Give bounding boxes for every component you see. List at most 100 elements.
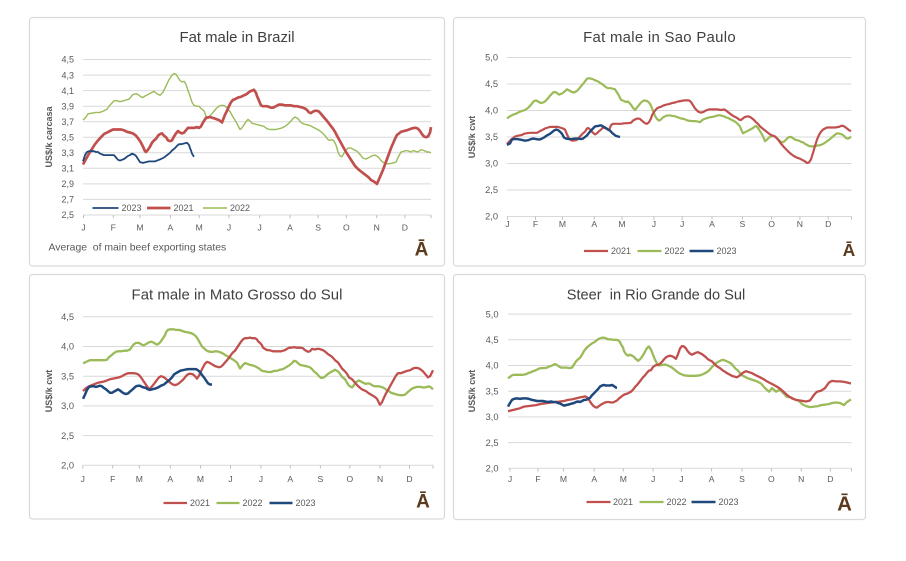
svg-text:2,9: 2,9 bbox=[61, 179, 74, 189]
svg-text:2,0: 2,0 bbox=[61, 461, 74, 471]
svg-text:3,5: 3,5 bbox=[486, 386, 499, 396]
svg-text:J: J bbox=[257, 223, 261, 233]
svg-text:M: M bbox=[136, 474, 143, 484]
svg-text:J: J bbox=[508, 474, 512, 484]
svg-text:S: S bbox=[318, 474, 324, 484]
svg-text:J: J bbox=[679, 474, 683, 484]
svg-text:J: J bbox=[81, 223, 85, 233]
svg-text:F: F bbox=[111, 223, 116, 233]
svg-text:2022: 2022 bbox=[665, 246, 685, 256]
svg-text:O: O bbox=[768, 219, 775, 229]
svg-text:2022: 2022 bbox=[230, 203, 250, 213]
svg-text:F: F bbox=[535, 474, 540, 484]
svg-text:5,0: 5,0 bbox=[485, 53, 498, 63]
svg-text:A: A bbox=[168, 223, 174, 233]
svg-text:A: A bbox=[591, 474, 597, 484]
svg-text:F: F bbox=[533, 219, 538, 229]
svg-text:O: O bbox=[346, 474, 353, 484]
svg-text:D: D bbox=[402, 223, 408, 233]
svg-text:O: O bbox=[343, 223, 350, 233]
svg-text:4,5: 4,5 bbox=[61, 55, 74, 65]
svg-text:2,0: 2,0 bbox=[485, 212, 498, 222]
svg-text:2022: 2022 bbox=[243, 498, 263, 508]
svg-text:M: M bbox=[136, 223, 143, 233]
svg-text:N: N bbox=[798, 474, 804, 484]
svg-text:A: A bbox=[287, 223, 293, 233]
svg-text:3,5: 3,5 bbox=[61, 371, 74, 381]
svg-text:3,0: 3,0 bbox=[486, 412, 499, 422]
svg-text:Fat male in Mato Grosso do Sul: Fat male in Mato Grosso do Sul bbox=[132, 288, 343, 304]
svg-text:2021: 2021 bbox=[613, 497, 633, 507]
svg-text:US$/k cwt: US$/k cwt bbox=[44, 370, 54, 413]
svg-text:4,3: 4,3 bbox=[61, 70, 74, 80]
svg-text:4,1: 4,1 bbox=[61, 86, 74, 96]
svg-text:J: J bbox=[505, 219, 509, 229]
svg-text:4,5: 4,5 bbox=[486, 335, 499, 345]
svg-text:Fat male in Sao Paulo: Fat male in Sao Paulo bbox=[583, 30, 736, 46]
svg-text:2022: 2022 bbox=[667, 497, 687, 507]
svg-text:S: S bbox=[315, 223, 321, 233]
svg-text:US$/k cwt: US$/k cwt bbox=[467, 116, 477, 159]
svg-text:M: M bbox=[618, 219, 625, 229]
svg-text:A: A bbox=[709, 219, 715, 229]
svg-text:2,0: 2,0 bbox=[486, 464, 499, 474]
svg-text:S: S bbox=[740, 219, 746, 229]
svg-text:4,0: 4,0 bbox=[485, 106, 498, 116]
svg-text:M: M bbox=[559, 219, 566, 229]
svg-text:J: J bbox=[680, 219, 684, 229]
svg-text:3,3: 3,3 bbox=[61, 148, 74, 158]
svg-text:4,0: 4,0 bbox=[486, 361, 499, 371]
svg-text:A: A bbox=[709, 474, 715, 484]
svg-text:3,5: 3,5 bbox=[485, 132, 498, 142]
svg-text:D: D bbox=[827, 474, 833, 484]
svg-text:M: M bbox=[196, 223, 203, 233]
svg-text:Ā: Ā bbox=[843, 240, 856, 260]
svg-text:Ā: Ā bbox=[416, 492, 430, 513]
svg-text:Fat male in Brazil: Fat male in Brazil bbox=[179, 30, 294, 46]
svg-text:4,5: 4,5 bbox=[61, 312, 74, 322]
svg-text:N: N bbox=[377, 474, 383, 484]
svg-text:J: J bbox=[227, 223, 231, 233]
svg-text:3,7: 3,7 bbox=[61, 117, 74, 127]
svg-text:Average of main beef exportin: Average of main beef exporting states bbox=[49, 243, 227, 254]
svg-text:2023: 2023 bbox=[719, 497, 739, 507]
svg-text:J: J bbox=[228, 474, 232, 484]
svg-text:Ā: Ā bbox=[415, 240, 429, 261]
svg-text:3,0: 3,0 bbox=[61, 401, 74, 411]
svg-text:2023: 2023 bbox=[296, 498, 316, 508]
svg-text:4,0: 4,0 bbox=[61, 342, 74, 352]
svg-text:O: O bbox=[768, 474, 775, 484]
svg-text:2,7: 2,7 bbox=[61, 195, 74, 205]
svg-text:2,5: 2,5 bbox=[485, 185, 498, 195]
svg-text:N: N bbox=[797, 219, 803, 229]
svg-text:N: N bbox=[374, 223, 380, 233]
svg-text:2,5: 2,5 bbox=[486, 438, 499, 448]
svg-text:D: D bbox=[406, 474, 412, 484]
svg-text:A: A bbox=[591, 219, 597, 229]
svg-text:2021: 2021 bbox=[174, 203, 194, 213]
svg-text:2021: 2021 bbox=[190, 498, 210, 508]
svg-text:3,1: 3,1 bbox=[61, 164, 74, 174]
svg-text:A: A bbox=[287, 474, 293, 484]
svg-text:J: J bbox=[651, 474, 655, 484]
svg-text:A: A bbox=[167, 474, 173, 484]
svg-text:J: J bbox=[259, 474, 263, 484]
svg-text:3,5: 3,5 bbox=[61, 132, 74, 142]
svg-text:M: M bbox=[560, 474, 567, 484]
svg-text:J: J bbox=[81, 474, 85, 484]
svg-text:2,5: 2,5 bbox=[61, 431, 74, 441]
svg-text:F: F bbox=[110, 474, 115, 484]
svg-text:D: D bbox=[825, 219, 831, 229]
svg-text:Steer in Rio Grande do Sul: Steer in Rio Grande do Sul bbox=[567, 288, 745, 304]
svg-text:M: M bbox=[197, 474, 204, 484]
svg-text:M: M bbox=[620, 474, 627, 484]
svg-text:3,9: 3,9 bbox=[61, 101, 74, 111]
svg-text:3,0: 3,0 bbox=[485, 159, 498, 169]
svg-text:2023: 2023 bbox=[717, 246, 737, 256]
svg-text:US$/k cwt: US$/k cwt bbox=[467, 370, 477, 413]
svg-text:2021: 2021 bbox=[611, 246, 631, 256]
svg-text:Ā: Ā bbox=[837, 493, 852, 516]
svg-text:US$/k carcasa: US$/k carcasa bbox=[44, 105, 54, 167]
svg-text:4,5: 4,5 bbox=[485, 79, 498, 89]
svg-text:2,5: 2,5 bbox=[61, 210, 74, 220]
